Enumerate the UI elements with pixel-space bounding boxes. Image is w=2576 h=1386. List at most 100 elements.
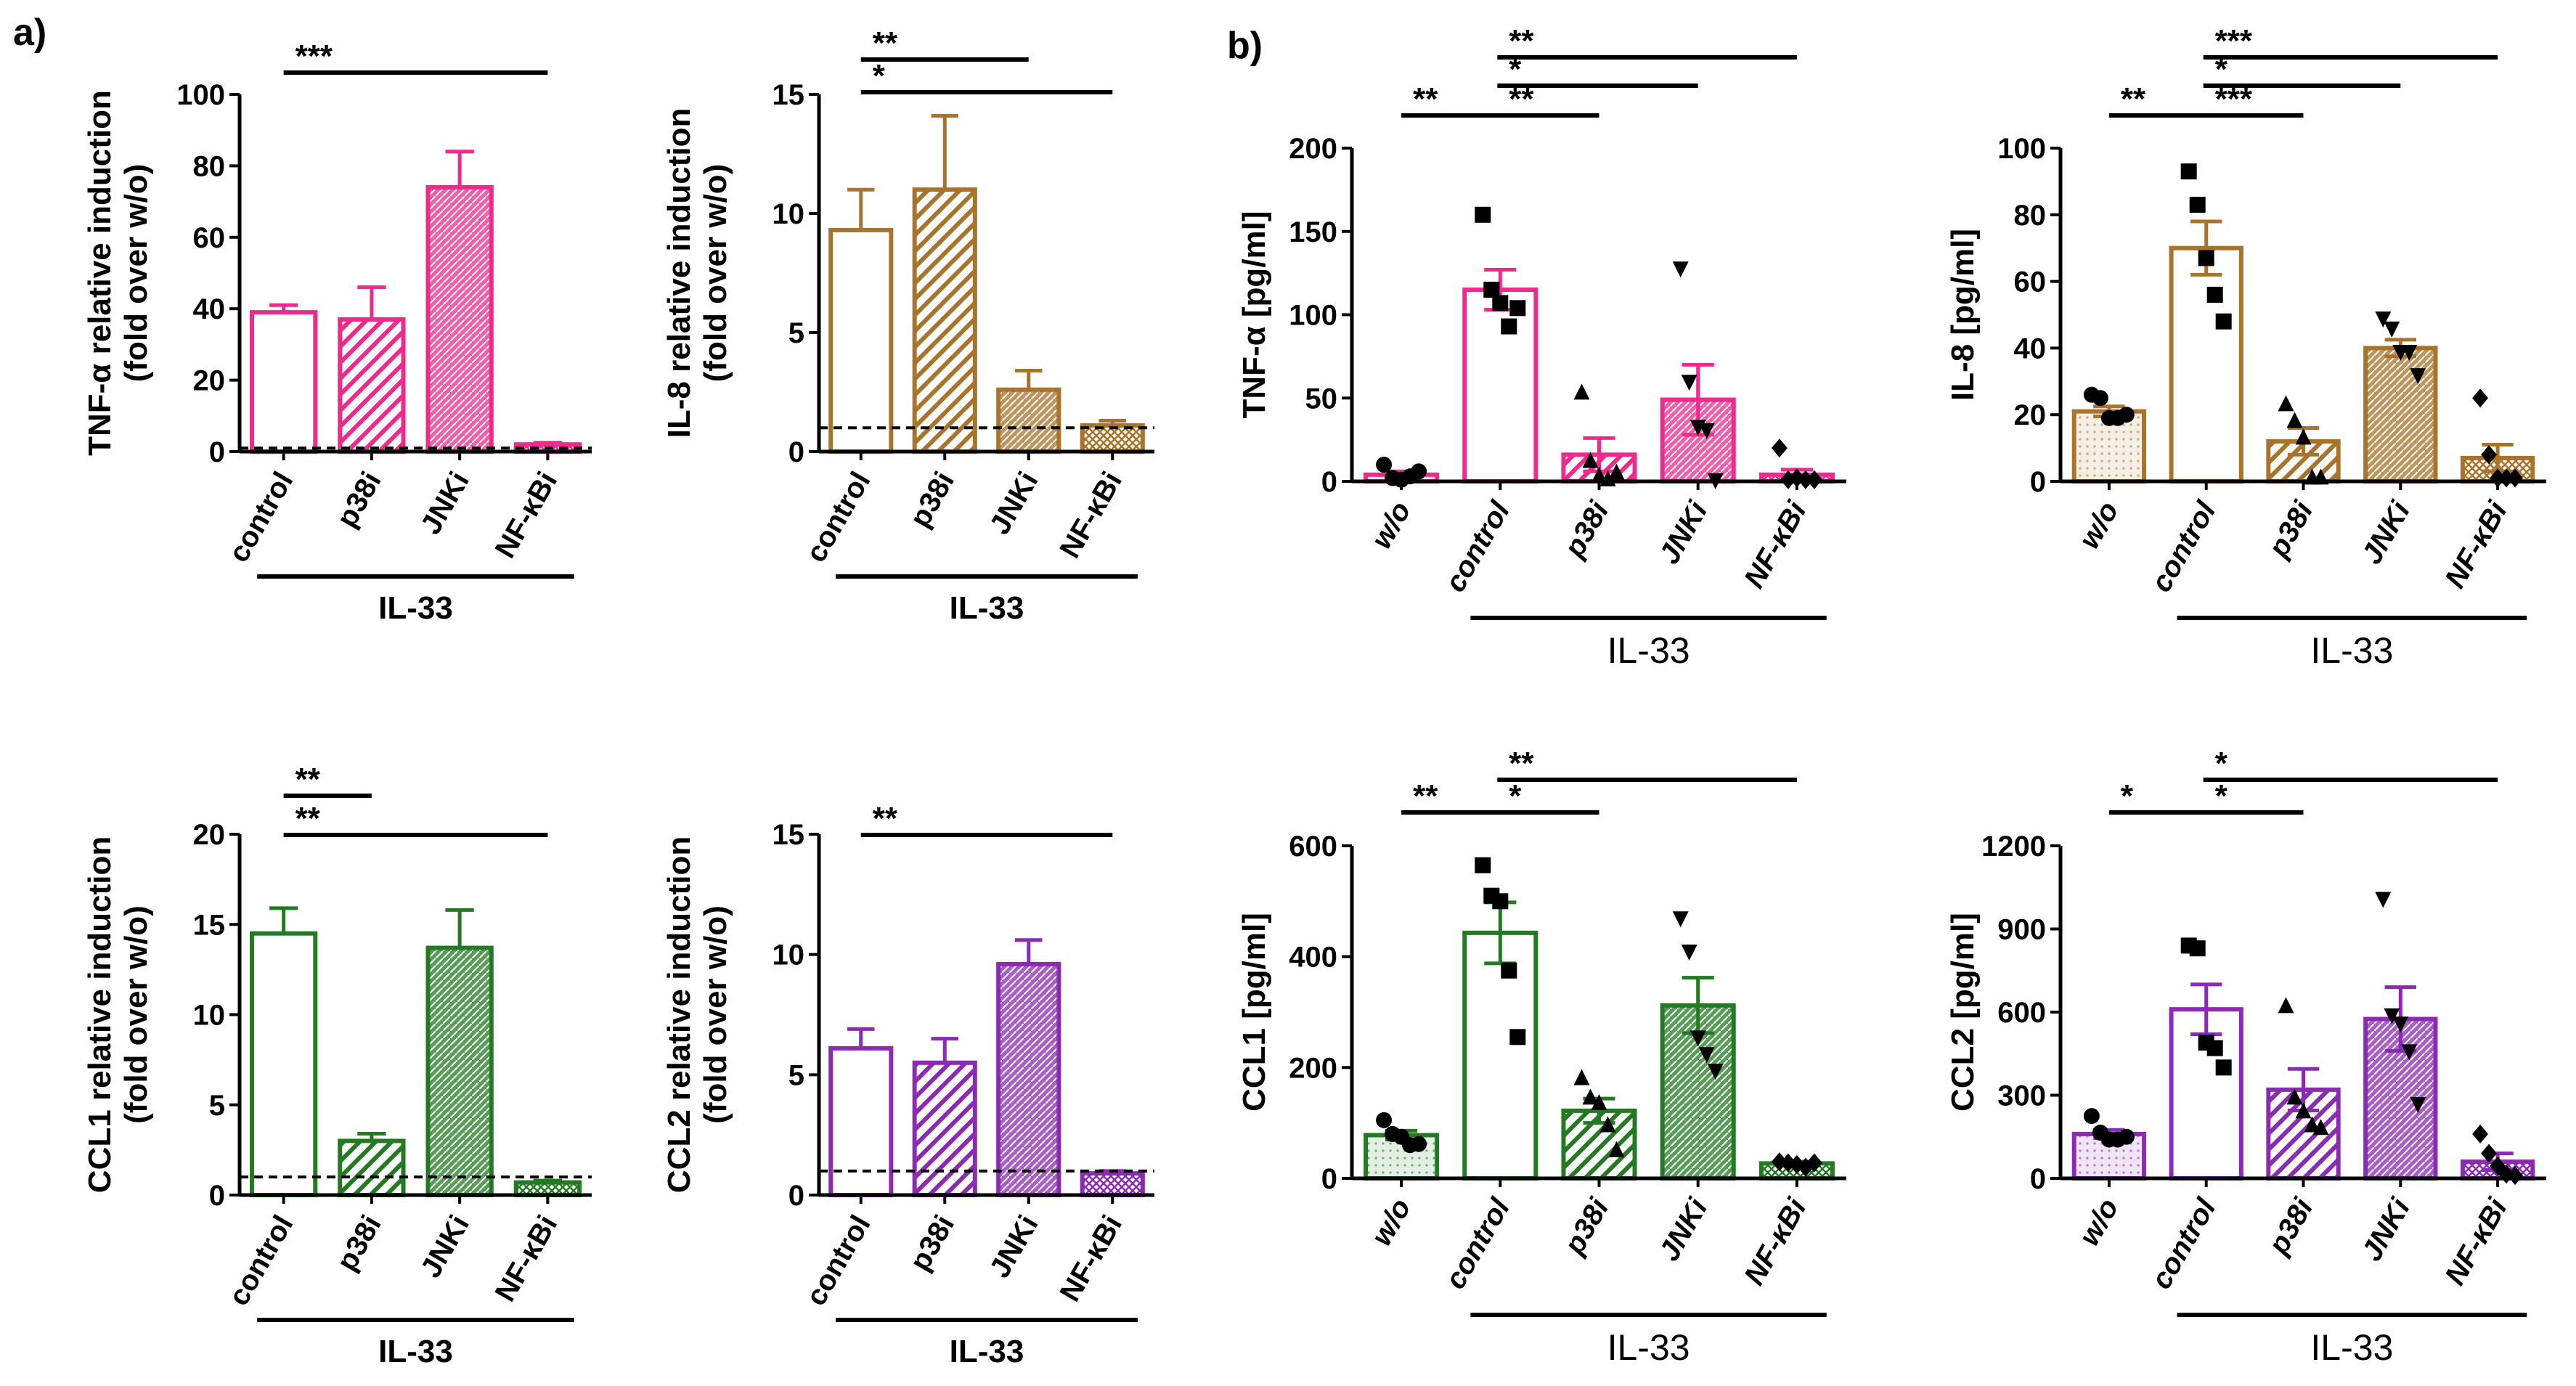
data-point-square bbox=[2215, 313, 2232, 330]
y-tick-label: 100 bbox=[1289, 300, 1337, 332]
chart-a2: control p38i JNKi NF-κBi 0 5 10 15 IL-8 relative… bbox=[661, 25, 1154, 626]
x-tick-label: NF-κBi bbox=[489, 1210, 564, 1308]
error-bar bbox=[2384, 985, 2416, 1053]
data-point-triangle-down bbox=[2401, 344, 2418, 361]
x-tick-label: w/o bbox=[1365, 1194, 1417, 1252]
bar-JNKi bbox=[425, 945, 494, 1198]
y-axis-title: TNF-α [pg/ml] bbox=[1236, 211, 1272, 418]
group-label: IL-33 bbox=[950, 1334, 1024, 1369]
data-point-circle bbox=[2118, 407, 2135, 423]
x-tick-label: w/o bbox=[2073, 497, 2124, 555]
error-bar bbox=[2384, 338, 2416, 359]
data-point-square bbox=[2215, 1059, 2232, 1076]
data-point-square bbox=[2189, 197, 2206, 213]
x-tick-label: w/o bbox=[1365, 497, 1417, 555]
x-tick-label: NF-κBi bbox=[1738, 1193, 1813, 1291]
bar-JNKi bbox=[425, 184, 494, 454]
significance-label: ** bbox=[1413, 778, 1438, 814]
bar-NF-κBi bbox=[1080, 1171, 1145, 1198]
y-tick-label: 15 bbox=[193, 909, 226, 941]
y-tick-label: 0 bbox=[209, 1180, 225, 1212]
y-tick-label: 900 bbox=[1997, 914, 2046, 946]
y-tick-label: 20 bbox=[193, 365, 226, 397]
error-bar bbox=[445, 908, 474, 948]
error-bar bbox=[931, 1037, 958, 1063]
error-bar bbox=[2190, 219, 2222, 277]
y-axis-title: CCL2 relative induction bbox=[661, 836, 697, 1193]
data-point-triangle-down bbox=[2384, 321, 2400, 338]
data-point-square bbox=[1492, 893, 1509, 910]
x-tick-label: JNKi bbox=[2355, 1193, 2416, 1267]
data-point-square bbox=[1475, 857, 1491, 873]
bar-p38i bbox=[338, 1138, 406, 1197]
y-tick-label: 0 bbox=[2030, 466, 2046, 498]
significance-label: ** bbox=[873, 801, 898, 836]
data-point-triangle-down bbox=[2375, 311, 2392, 328]
y-tick-label: 300 bbox=[1997, 1080, 2046, 1112]
data-point-square bbox=[1483, 282, 1500, 298]
y-tick-label: 10 bbox=[773, 198, 805, 230]
data-point-triangle-down bbox=[1698, 423, 1715, 439]
y-tick-label: 0 bbox=[2030, 1163, 2046, 1195]
data-point-square bbox=[1509, 1029, 1526, 1045]
data-points bbox=[2278, 997, 2329, 1136]
x-tick-label: NF-κBi bbox=[2439, 496, 2514, 594]
data-point-square bbox=[2206, 1040, 2223, 1056]
data-point-triangle-up bbox=[2304, 1116, 2320, 1133]
error-bar bbox=[1015, 368, 1043, 390]
y-tick-label: 1200 bbox=[1981, 831, 2046, 863]
y-tick-label: 40 bbox=[193, 293, 226, 325]
bar-NF-κBi bbox=[513, 1180, 582, 1197]
error-bar bbox=[445, 150, 474, 187]
y-tick-label: 60 bbox=[2014, 266, 2047, 298]
data-point-triangle-up bbox=[1582, 452, 1599, 468]
y-tick-label: 20 bbox=[193, 819, 226, 851]
x-tick-label: p38i bbox=[1558, 496, 1615, 563]
error-bar bbox=[269, 303, 298, 313]
error-bar bbox=[1583, 436, 1615, 473]
data-point-circle bbox=[1411, 463, 1427, 480]
data-point-triangle-up bbox=[2278, 997, 2294, 1014]
x-tick-label: w/o bbox=[2073, 1194, 2124, 1252]
data-point-circle bbox=[2083, 1108, 2100, 1125]
data-point-square bbox=[1475, 206, 1491, 223]
significance-label: *** bbox=[2215, 81, 2253, 117]
y-tick-label: 40 bbox=[2014, 333, 2047, 364]
error-bar bbox=[357, 1132, 386, 1141]
y-tick-label: 5 bbox=[788, 1059, 804, 1091]
data-point-diamond bbox=[2507, 1166, 2524, 1186]
data-point-triangle-down bbox=[1672, 911, 1689, 928]
x-tick-label: control bbox=[2145, 1193, 2222, 1295]
data-points bbox=[1376, 1112, 1427, 1154]
chart-a1: control p38i JNKi NF-κBi 0 20 40 60 80 100 TNF-α r… bbox=[82, 38, 592, 626]
error-bar bbox=[533, 1178, 563, 1183]
y-tick-label: 60 bbox=[193, 222, 226, 254]
data-point-triangle-up bbox=[1608, 463, 1625, 480]
data-point-triangle-down bbox=[2384, 1008, 2400, 1024]
bar-control bbox=[1462, 288, 1538, 484]
significance-label: ** bbox=[1509, 23, 1534, 59]
data-point-triangle-down bbox=[1681, 945, 1697, 961]
x-tick-label: JNKi bbox=[415, 467, 476, 540]
bar-p38i bbox=[912, 1060, 977, 1198]
y-tick-label: 80 bbox=[193, 150, 226, 182]
data-points bbox=[1475, 857, 1526, 1045]
significance-label: *** bbox=[2215, 23, 2253, 59]
chart-a3: control p38i JNKi NF-κBi 0 5 10 15 20 CCL1 relati… bbox=[82, 762, 592, 1369]
data-point-triangle-down bbox=[1672, 261, 1689, 278]
error-bar bbox=[1682, 976, 1714, 1035]
data-point-circle bbox=[2092, 390, 2108, 407]
y-axis-title: (fold over w/o) bbox=[118, 905, 154, 1124]
significance-label: * bbox=[2121, 778, 2134, 814]
data-point-triangle-up bbox=[1608, 1141, 1625, 1157]
x-tick-label: NF-κBi bbox=[489, 467, 564, 564]
significance-label: ** bbox=[295, 801, 321, 836]
y-tick-label: 15 bbox=[773, 79, 805, 111]
x-tick-label: NF-κBi bbox=[1738, 496, 1813, 594]
chart-b4: w/o control p38i JNKi NF-κBi 0 300 600 900 1200 CC… bbox=[1945, 746, 2546, 1368]
x-tick-label: JNKi bbox=[1653, 496, 1714, 570]
error-bar bbox=[931, 114, 958, 190]
error-bar bbox=[2093, 404, 2125, 418]
significance-label: * bbox=[2215, 746, 2228, 781]
bar-p38i bbox=[912, 187, 977, 454]
